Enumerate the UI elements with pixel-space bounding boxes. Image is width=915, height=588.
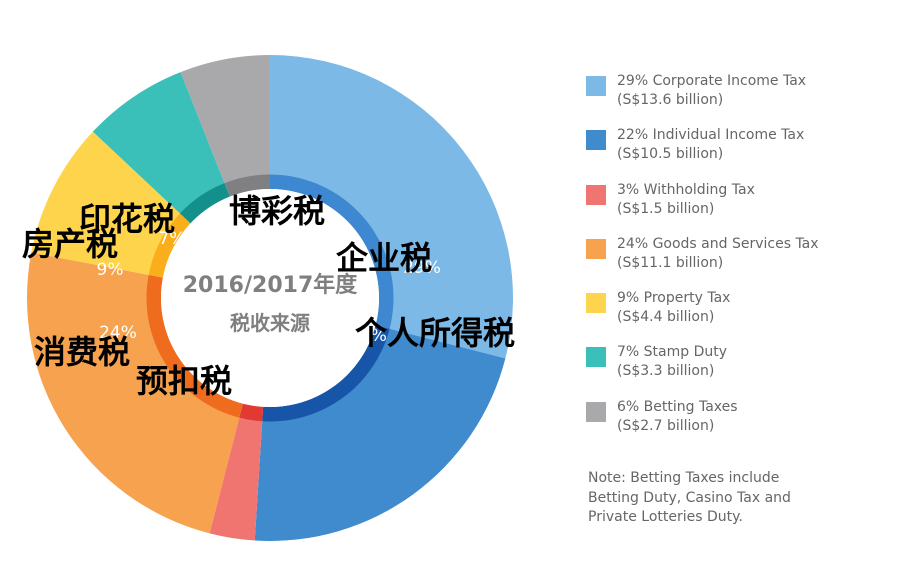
slice-0 [270,55,513,359]
legend-label: 29% Corporate Income Tax [617,73,807,89]
legend-item-corporate-income-tax: 29% Corporate Income Tax (S$13.6 billion… [586,72,906,126]
outer-ring [26,55,513,541]
legend-swatch [586,293,606,314]
donut-hole [161,189,379,407]
inner-ring [146,174,394,422]
slice-2 [209,417,263,541]
legend-amount: (S$3.3 billion) [617,363,715,380]
slice-inner-band-4 [148,213,191,278]
slice-category-label-2: 预扣税 [136,362,232,400]
slice-category-label-1: 个人所得税 [355,314,515,352]
donut-chart: 2016/2017年度 税收来源 29% 22% 3% 24% 9% 7% 6% 企业税个人… [22,55,515,541]
legend-label: 3% Withholding Tax [617,181,755,198]
slice-category-label-5: 印花税 [79,200,175,238]
slice-percent-label-1: 22% [349,326,387,346]
slice-category-label-0: 企业税 [336,239,432,277]
legend-amount: (S$1.5 billion) [617,200,715,217]
legend-swatch [586,347,606,368]
legend-label: 7% Stamp Duty [617,344,728,361]
slice-percent-label-5: 7% [159,229,186,249]
slice-inner-band-5 [179,183,230,224]
slice-inner-band-2 [239,403,264,422]
slice-percent-label-0: 29% [403,258,441,278]
slice-inner-band-6 [224,174,270,197]
slice-1 [254,328,506,541]
slice-category-label-6: 博彩税 [229,192,325,230]
slice-4 [31,131,181,275]
slice-inner-band-0 [270,174,394,329]
legend-amount: (S$13.6 billion) [617,92,724,108]
legend-item-stamp-duty: 7% Stamp Duty (S$3.3 billion) [586,343,906,397]
legend-item-betting-taxes: 6% Betting Taxes (S$2.7 billion) [586,398,906,452]
footnote: Note: Betting Taxes include Betting Duty… [588,470,791,525]
slice-3 [26,252,240,534]
legend-amount: (S$11.1 billion) [617,254,724,271]
slice-inner-band-1 [262,325,390,422]
legend-amount: (S$4.4 billion) [617,309,715,326]
slice-5 [92,72,225,214]
legend-label: 24% Goods and Services Tax [617,235,819,252]
slice-percent-label-4: 9% [97,260,124,280]
percent-labels: 29% 22% 3% 24% 9% 7% 6% [97,217,441,393]
legend-item-individual-income-tax: 22% Individual Income Tax (S$10.5 billio… [586,126,906,180]
legend-swatch [586,238,606,259]
legend-amount: (S$10.5 billion) [617,146,724,163]
legend-swatch [586,184,606,205]
slice-percent-label-6: 6% [224,217,251,237]
center-title-line2: 税收来源 [230,311,310,335]
legend-label: 22% Individual Income Tax [617,127,805,144]
legend-label: 6% Betting Taxes [617,398,738,415]
legend-swatch [586,401,606,422]
slice-percent-label-2: 3% [216,373,243,393]
legend-label: 9% Property Tax [617,290,731,307]
legend-swatch [586,130,606,151]
slice-percent-label-3: 24% [99,323,137,343]
legend: 29% Corporate Income Tax (S$13.6 billion… [586,72,906,452]
legend-amount: (S$2.7 billion) [617,417,715,434]
center-title-line1: 2016/2017年度 [183,272,358,298]
slice-category-label-4: 房产税 [22,225,118,263]
legend-swatch [586,76,606,96]
slice-inner-band-3 [146,274,243,418]
legend-item-property-tax: 9% Property Tax (S$4.4 billion) [586,289,906,343]
legend-item-goods-and-services-tax: 24% Goods and Services Tax (S$11.1 billi… [586,235,906,289]
slice-category-label-3: 消费税 [34,333,130,371]
legend-item-withholding-tax: 3% Withholding Tax (S$1.5 billion) [586,181,906,235]
slice-6 [180,55,270,184]
